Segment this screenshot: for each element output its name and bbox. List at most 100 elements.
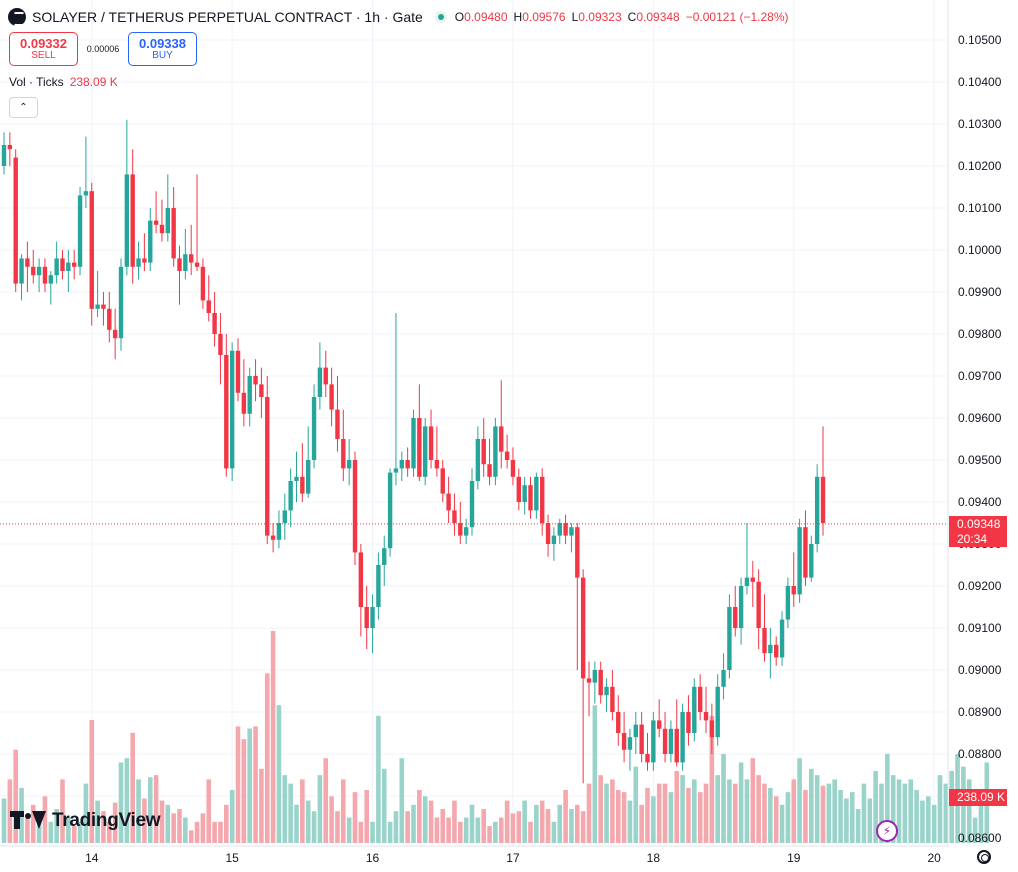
- candle[interactable]: [399, 451, 404, 481]
- candle[interactable]: [721, 653, 726, 700]
- candle[interactable]: [674, 699, 679, 767]
- tradingview-logo[interactable]: TradingView: [10, 810, 161, 832]
- candle[interactable]: [463, 518, 469, 544]
- candle[interactable]: [118, 258, 124, 351]
- candle[interactable]: [534, 472, 539, 519]
- candle[interactable]: [744, 523, 750, 595]
- candle[interactable]: [19, 254, 24, 301]
- candle[interactable]: [709, 703, 715, 754]
- candle[interactable]: [218, 313, 223, 385]
- candle[interactable]: [452, 493, 457, 536]
- candle[interactable]: [586, 661, 592, 717]
- candle[interactable]: [107, 292, 112, 343]
- candle[interactable]: [668, 720, 674, 763]
- candle[interactable]: [259, 367, 264, 418]
- candle[interactable]: [376, 552, 381, 620]
- candle[interactable]: [235, 338, 241, 402]
- candle[interactable]: [194, 174, 200, 271]
- candle[interactable]: [60, 250, 65, 280]
- candle[interactable]: [768, 628, 773, 679]
- candle[interactable]: [54, 241, 59, 284]
- candle[interactable]: [7, 132, 13, 166]
- candle[interactable]: [446, 476, 451, 523]
- candle[interactable]: [300, 443, 305, 502]
- candle[interactable]: [224, 334, 229, 477]
- candle[interactable]: [241, 359, 247, 427]
- candle[interactable]: [112, 308, 118, 360]
- candle[interactable]: [621, 712, 627, 763]
- candle[interactable]: [387, 468, 393, 557]
- sell-button[interactable]: 0.09332 SELL: [9, 32, 78, 66]
- candle[interactable]: [183, 229, 188, 280]
- candle[interactable]: [200, 258, 206, 309]
- candle[interactable]: [189, 224, 194, 276]
- candle[interactable]: [610, 670, 615, 721]
- candle[interactable]: [306, 426, 311, 498]
- candle[interactable]: [89, 182, 94, 326]
- candle[interactable]: [124, 119, 130, 276]
- candle[interactable]: [423, 418, 428, 486]
- candle[interactable]: [25, 241, 30, 292]
- candle[interactable]: [481, 418, 486, 477]
- candle[interactable]: [499, 380, 504, 469]
- candle[interactable]: [405, 447, 410, 477]
- candle[interactable]: [153, 191, 159, 234]
- candle[interactable]: [563, 514, 568, 544]
- candle[interactable]: [294, 451, 299, 502]
- candle[interactable]: [522, 476, 527, 515]
- candle[interactable]: [434, 426, 440, 477]
- candle[interactable]: [651, 712, 656, 771]
- candle[interactable]: [177, 245, 182, 305]
- lightning-icon[interactable]: ⚡: [876, 820, 898, 842]
- candle[interactable]: [733, 586, 738, 637]
- candle[interactable]: [738, 577, 744, 645]
- volume-legend[interactable]: Vol · Ticks 238.09 K: [9, 75, 118, 89]
- candle[interactable]: [31, 250, 36, 284]
- candle[interactable]: [411, 409, 416, 477]
- candle[interactable]: [820, 426, 826, 536]
- candle[interactable]: [311, 384, 317, 469]
- candle[interactable]: [657, 699, 662, 738]
- time-axis[interactable]: 14 15 16 17 18 19 20: [85, 851, 941, 865]
- market-status-icon[interactable]: [434, 11, 447, 23]
- candle[interactable]: [540, 468, 545, 536]
- candle[interactable]: [616, 695, 621, 746]
- candle[interactable]: [750, 560, 755, 607]
- candle[interactable]: [779, 611, 785, 666]
- buy-button[interactable]: 0.09338 BUY: [128, 32, 197, 66]
- candle[interactable]: [66, 250, 71, 292]
- candle[interactable]: [551, 527, 557, 561]
- candle[interactable]: [148, 208, 153, 271]
- candle[interactable]: [282, 493, 287, 540]
- candle[interactable]: [545, 514, 551, 557]
- candle[interactable]: [580, 569, 586, 784]
- candle[interactable]: [1, 132, 7, 175]
- candle[interactable]: [142, 233, 147, 271]
- gear-icon[interactable]: [977, 850, 991, 864]
- candle[interactable]: [288, 468, 293, 528]
- candle[interactable]: [715, 674, 720, 746]
- candle[interactable]: [206, 275, 211, 322]
- candle[interactable]: [697, 674, 703, 721]
- candle[interactable]: [785, 577, 791, 628]
- candle[interactable]: [358, 544, 364, 637]
- candle[interactable]: [417, 384, 422, 481]
- candle[interactable]: [516, 468, 521, 511]
- candle[interactable]: [487, 439, 492, 486]
- collapse-legend-button[interactable]: ⌃: [9, 97, 38, 118]
- candle[interactable]: [774, 636, 779, 666]
- candle[interactable]: [633, 712, 638, 754]
- candle[interactable]: [504, 434, 510, 469]
- candle[interactable]: [352, 451, 358, 565]
- candle[interactable]: [510, 447, 516, 486]
- candle[interactable]: [276, 510, 282, 549]
- candle[interactable]: [475, 426, 481, 490]
- candle[interactable]: [604, 678, 609, 712]
- candle[interactable]: [493, 418, 498, 486]
- candle[interactable]: [662, 712, 668, 763]
- candle[interactable]: [42, 258, 48, 292]
- candle[interactable]: [159, 199, 165, 242]
- candle[interactable]: [364, 586, 369, 649]
- candle[interactable]: [346, 439, 352, 486]
